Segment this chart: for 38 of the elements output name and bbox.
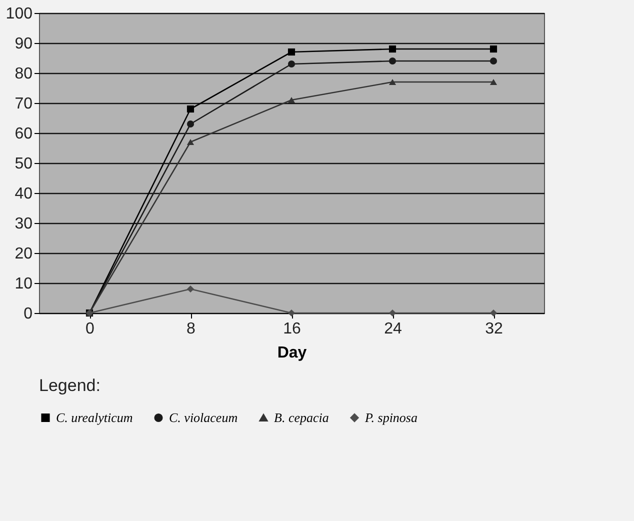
point (490, 78, 498, 86)
x-tick-label: 0 (86, 320, 95, 338)
x-tick-label: 24 (384, 320, 402, 338)
point (388, 78, 396, 86)
legend-label: C. urealyticum (56, 410, 133, 425)
point (288, 96, 296, 104)
point (186, 120, 194, 128)
y-tick-label: 30 (14, 216, 33, 232)
point (490, 309, 498, 317)
legend-title: Legend: (39, 376, 100, 395)
point (388, 309, 396, 317)
y-tick-label: 90 (14, 36, 33, 52)
y-tick-label: 70 (14, 96, 33, 112)
legend-label: P. spinosa (364, 410, 418, 425)
y-tick-label: 0 (24, 306, 33, 322)
point (490, 57, 498, 65)
legend-label: B. cepacia (274, 410, 330, 425)
y-tick-label: 60 (14, 126, 33, 142)
point (490, 45, 498, 53)
point (288, 48, 296, 56)
y-tick-label: 40 (14, 186, 33, 202)
y-tick-label: 80 (14, 66, 33, 82)
legend-label: C. violaceum (169, 410, 238, 425)
x-tick-label: 16 (283, 320, 301, 338)
point (186, 105, 194, 113)
point (288, 60, 296, 68)
point (288, 309, 296, 317)
x-tick-label: 32 (485, 320, 503, 338)
point (186, 285, 194, 293)
x-axis-title: Day (277, 344, 307, 362)
y-tick-label: 100 (6, 6, 33, 22)
point (388, 45, 396, 53)
point (186, 138, 194, 146)
y-tick-label: 20 (14, 246, 33, 262)
y-tick-label: 10 (14, 276, 33, 292)
point (388, 57, 396, 65)
x-tick-label: 8 (186, 320, 196, 338)
y-tick-label: 50 (14, 156, 33, 172)
